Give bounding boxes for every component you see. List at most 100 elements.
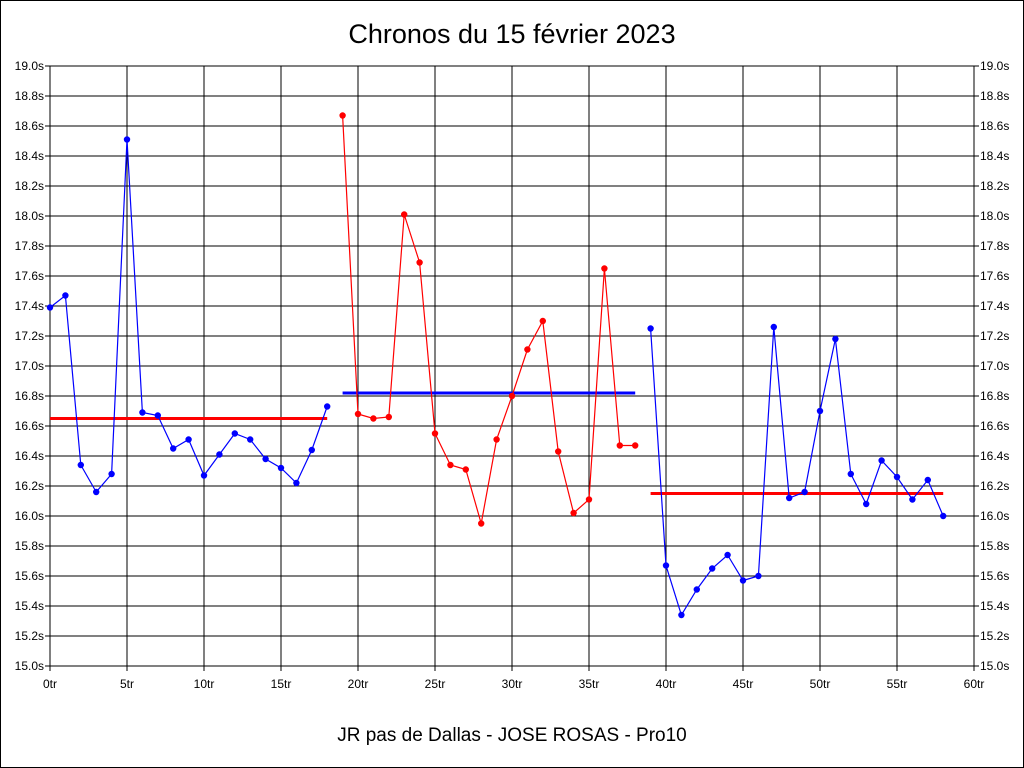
y-tick-label-left: 15.6s [15, 569, 44, 583]
data-point [816, 407, 824, 415]
x-tick-label: 25tr [425, 677, 446, 691]
data-point [93, 488, 100, 496]
data-point [878, 457, 885, 464]
data-point [662, 562, 670, 569]
data-point [385, 413, 392, 421]
data-point [755, 572, 762, 580]
data-point [770, 323, 777, 331]
y-tick-label-left: 18.6s [15, 119, 44, 133]
data-point [678, 611, 685, 619]
y-tick-label-left: 15.4s [15, 599, 44, 613]
data-point [401, 211, 408, 218]
data-point [893, 473, 901, 481]
y-tick-label-right: 18.6s [980, 119, 1009, 133]
data-point [62, 292, 69, 299]
y-tick-label-right: 17.8s [980, 239, 1009, 253]
data-point [308, 446, 315, 454]
y-tick-label-left: 15.8s [15, 539, 44, 553]
data-point [277, 464, 285, 472]
y-tick-label-right: 16.6s [980, 419, 1009, 433]
data-point [940, 512, 947, 520]
y-tick-label-left: 16.2s [15, 479, 44, 493]
y-tick-label-right: 18.4s [980, 149, 1009, 163]
y-tick-label-left: 17.2s [15, 329, 44, 343]
y-tick-label-left: 17.4s [15, 299, 44, 313]
data-point [123, 136, 131, 143]
data-point [832, 335, 839, 343]
average-lines [50, 391, 944, 495]
y-tick-label-right: 15.0s [980, 659, 1009, 673]
data-point [324, 403, 331, 410]
y-tick-label-left: 18.2s [15, 179, 44, 193]
data-point [786, 494, 793, 502]
x-tick-label: 0tr [43, 677, 57, 691]
data-point [724, 551, 731, 559]
y-tick-label-left: 18.0s [15, 209, 44, 223]
data-point [847, 470, 854, 478]
chart-title: Chronos du 15 février 2023 [348, 19, 675, 49]
x-tick-label: 10tr [194, 677, 215, 691]
data-point [200, 472, 208, 479]
data-point [170, 445, 177, 452]
data-point [601, 265, 608, 272]
y-tick-label-left: 17.6s [15, 269, 44, 283]
y-tick-label-right: 17.0s [980, 359, 1009, 373]
series-line [650, 326, 944, 617]
data-point [555, 448, 562, 455]
data-point [462, 466, 469, 473]
y-tick-label-left: 17.0s [15, 359, 44, 373]
data-point [431, 430, 439, 437]
data-point [863, 500, 870, 508]
data-point [354, 410, 362, 418]
y-tick-label-left: 15.2s [15, 629, 44, 643]
data-point [585, 496, 593, 503]
data-point [108, 470, 115, 478]
x-tick-label: 50tr [810, 677, 831, 691]
y-tick-label-right: 19.0s [980, 59, 1009, 73]
data-point [370, 415, 377, 422]
data-point [647, 325, 654, 332]
x-tick-label: 40tr [656, 677, 677, 691]
y-tick-label-left: 18.4s [15, 149, 44, 163]
series-group [46, 112, 947, 619]
y-tick-label-right: 16.2s [980, 479, 1009, 493]
data-point [293, 479, 300, 487]
data-point [46, 304, 54, 311]
data-point [216, 451, 223, 458]
data-point [139, 409, 146, 416]
x-tick-label: 35tr [579, 677, 600, 691]
x-tick-label: 55tr [887, 677, 908, 691]
y-axis-left-labels: 19.0s 18.8s 18.6s 18.4s 18.2s 18.0s 17.8s 17.6s… [15, 59, 44, 673]
x-tick-label: 20tr [348, 677, 369, 691]
data-point [632, 442, 639, 449]
data-point [185, 436, 192, 443]
x-axis-labels: 0tr 5tr 10tr 15tr 20tr 25tr 30tr 35tr 40tr 45tr 50… [43, 677, 984, 691]
y-tick-label-right: 16.0s [980, 509, 1009, 523]
series-line [342, 115, 636, 524]
x-tick-label: 15tr [271, 677, 292, 691]
data-point [570, 509, 577, 517]
x-tick-label: 30tr [502, 677, 523, 691]
data-point [801, 488, 808, 496]
y-tick-label-right: 17.4s [980, 299, 1009, 313]
data-point [478, 520, 485, 527]
y-tick-label-right: 17.6s [980, 269, 1009, 283]
chart-subtitle: JR pas de Dallas - JOSE ROSAS - Pro10 [337, 725, 687, 746]
y-tick-label-right: 15.2s [980, 629, 1009, 643]
data-point [909, 496, 916, 503]
data-point [339, 112, 346, 119]
y-tick-label-left: 16.0s [15, 509, 44, 523]
data-point [693, 586, 700, 593]
data-point [739, 577, 747, 584]
y-tick-label-right: 15.4s [980, 599, 1009, 613]
y-tick-label-right: 16.8s [980, 389, 1009, 403]
data-point [247, 436, 254, 443]
data-point [77, 461, 85, 469]
y-tick-label-right: 16.4s [980, 449, 1009, 463]
y-tick-label-left: 17.8s [15, 239, 44, 253]
y-tick-label-left: 16.6s [15, 419, 44, 433]
data-point [508, 392, 516, 400]
data-point [493, 436, 500, 443]
y-tick-label-left: 16.4s [15, 449, 44, 463]
